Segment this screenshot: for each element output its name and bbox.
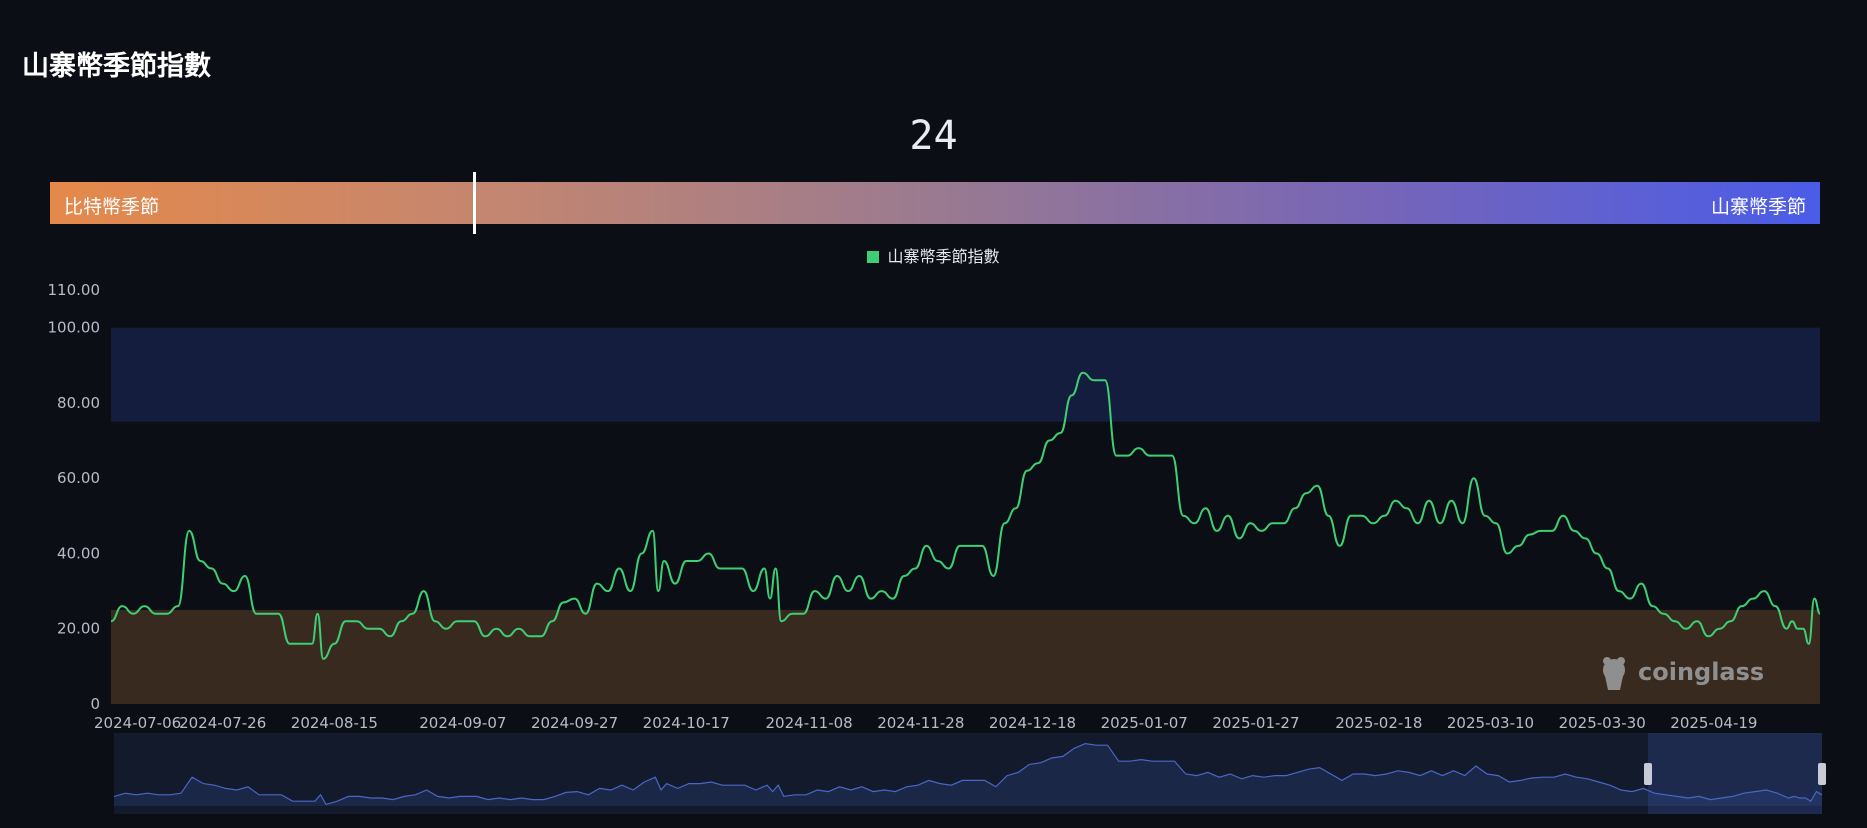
navigator-selection[interactable] (1648, 733, 1822, 814)
y-axis: 0 20.00 40.00 60.00 80.00 100.00 110.00 (48, 281, 101, 713)
navigator-handle-right[interactable] (1818, 763, 1826, 785)
season-position-marker (473, 172, 477, 234)
y-tick-label: 0 (90, 695, 100, 713)
x-tick-label: 2025-01-07 (1101, 714, 1188, 732)
x-tick-label: 2025-02-18 (1335, 714, 1422, 732)
y-tick-label: 80.00 (57, 394, 100, 412)
x-tick-label: 2024-09-27 (531, 714, 618, 732)
x-tick-label: 2024-09-07 (419, 714, 506, 732)
altcoin-season-band (111, 327, 1820, 422)
y-tick-label: 40.00 (57, 544, 100, 562)
legend-swatch (867, 251, 880, 263)
navigator-line (113, 742, 1823, 806)
page-title: 山寨幣季節指數 (22, 51, 211, 82)
y-tick-label: 20.00 (57, 620, 100, 638)
x-tick-label: 2024-12-18 (989, 714, 1076, 732)
bitcoin-season-band (111, 609, 1820, 704)
watermark-text: coinglass (1638, 658, 1764, 686)
coinglass-watermark: coinglass (1603, 657, 1764, 690)
y-tick-label: 100.00 (48, 319, 101, 337)
x-tick-label: 2024-10-17 (643, 714, 730, 732)
y-tick-label: 60.00 (57, 469, 100, 487)
x-tick-label: 2025-01-27 (1212, 714, 1299, 732)
index-value: 24 (909, 113, 958, 159)
legend-label: 山寨幣季節指數 (887, 247, 1000, 266)
series-line-altcoin-index[interactable] (110, 371, 1821, 660)
chart-legend[interactable]: 山寨幣季節指數 (0, 243, 1867, 267)
x-tick-label: 2025-03-30 (1559, 714, 1646, 732)
x-tick-label: 2024-11-08 (766, 714, 853, 732)
bitcoin-season-label: 比特幣季節 (64, 196, 160, 218)
chart-bands (111, 327, 1820, 704)
x-tick-label: 2024-07-06 (94, 714, 181, 732)
x-tick-label: 2024-07-26 (179, 714, 266, 732)
navigator-handle-left[interactable] (1644, 763, 1652, 785)
navigator-area (114, 743, 1822, 806)
x-tick-label: 2024-08-15 (291, 714, 378, 732)
x-tick-label: 2025-03-10 (1447, 714, 1534, 732)
x-tick-label: 2024-11-28 (877, 714, 964, 732)
coinglass-logo-icon (1603, 657, 1625, 690)
x-tick-label: 2025-04-19 (1670, 714, 1757, 732)
altcoin-season-label: 山寨幣季節 (1710, 196, 1806, 218)
season-gradient-bar: 比特幣季節 山寨幣季節 (50, 182, 1820, 224)
y-tick-label: 110.00 (48, 281, 101, 299)
range-navigator[interactable] (113, 733, 1826, 814)
